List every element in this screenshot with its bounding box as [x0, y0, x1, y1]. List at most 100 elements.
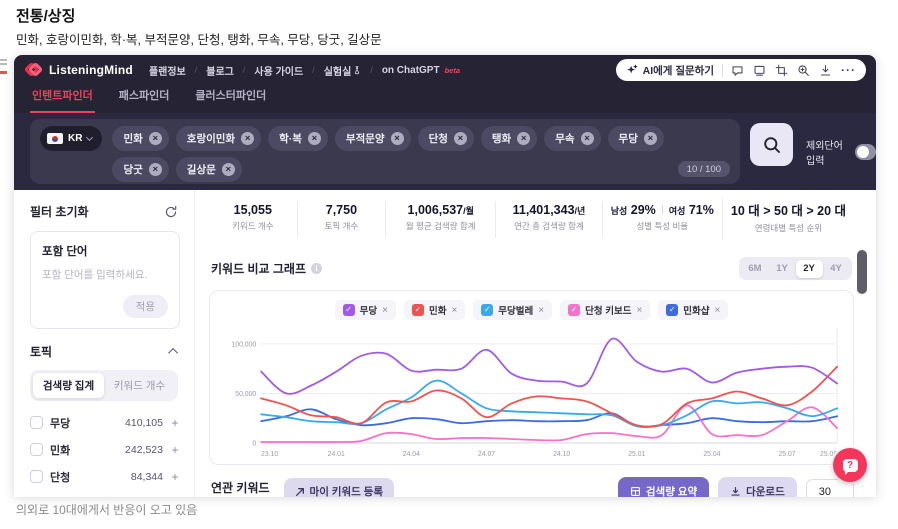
remove-keyword-icon[interactable]: × [307, 132, 321, 145]
nav-item-4[interactable]: on ChatGPT beta [381, 64, 461, 76]
topic-checkbox[interactable] [30, 416, 43, 429]
range-button-4y[interactable]: 4Y [830, 263, 842, 274]
keyword-chip[interactable]: 단청 × [417, 126, 474, 151]
keyword-chip[interactable]: 호랑이민화 × [175, 126, 262, 151]
brand-logo[interactable]: ListeningMind [23, 61, 133, 78]
remove-keyword-icon[interactable]: × [580, 132, 594, 145]
legend-checkbox-icon: ✓ [481, 304, 494, 316]
refresh-icon[interactable] [164, 205, 178, 219]
apply-button[interactable]: 적용 [122, 295, 168, 318]
chat-icon[interactable] [731, 64, 744, 77]
register-my-keyword-button[interactable]: 마이 키워드 등록 [283, 478, 395, 497]
keyword-chip[interactable]: 탱화 × [480, 126, 538, 151]
download-button[interactable]: 다운로드 [718, 477, 797, 497]
include-words-input[interactable] [42, 269, 168, 281]
kr-flag-icon [47, 133, 63, 144]
nav-item-3[interactable]: 실험실 [324, 63, 362, 78]
range-button-2y[interactable]: 2Y [795, 259, 823, 278]
beta-badge: beta [444, 65, 461, 75]
topic-search-volume: 242,523 [125, 443, 163, 456]
keyword-chip[interactable]: 민화 × [112, 126, 169, 151]
keyword-chart[interactable]: 0 50,000 100,000 23.10 24.01 24.04 24.07 24.10 2… [218, 324, 845, 460]
zoom-in-icon[interactable] [797, 64, 810, 77]
search-zone: KR 민화 × 호랑이민화 × 학·복 × 부적문양 × 단청 × 탱화 × 무속 × 무당 × 당굿 × 길상문 ×… [14, 113, 876, 190]
tab-related-keywords[interactable]: 연관 키워드 [209, 479, 272, 498]
remove-keyword-icon[interactable]: × [517, 132, 531, 145]
legend-remove-icon[interactable]: × [714, 304, 721, 316]
add-topic-icon[interactable]: + [170, 497, 180, 498]
include-words-card: 포함 단어 적용 [30, 231, 180, 329]
topic-checkbox[interactable] [30, 470, 43, 483]
scrollbar-thumb[interactable] [857, 250, 867, 294]
remove-keyword-icon[interactable]: × [148, 163, 162, 176]
topic-row: 무당 410,105 + [30, 409, 180, 436]
spark-icon [626, 64, 637, 74]
exclude-words-control: 제외단어 입력 [806, 137, 876, 167]
legend-remove-icon[interactable]: × [538, 304, 545, 316]
range-button-6m[interactable]: 6M [748, 263, 762, 274]
tab-finder-0[interactable]: 인텐트파인더 [30, 87, 95, 113]
related-keywords-bar: 연관 키워드 마이 키워드 등록 검색량 요약 다운로드 [209, 477, 854, 497]
ask-ai-button[interactable]: AI에게 질문하기 [626, 63, 714, 78]
legend-chip[interactable]: ✓ 무당벌레 × [473, 300, 553, 320]
legend-remove-icon[interactable]: × [636, 304, 643, 316]
keyword-summary-text: 민화, 호랑이민화, 학·복, 부적문양, 단청, 탱화, 무속, 무당, 당굿… [16, 33, 382, 47]
stat-monthly-search: 1,006,537/월 월 평균 검색량 합계 [385, 200, 495, 238]
nav-item-1[interactable]: 블로그 [206, 66, 234, 78]
footer-note: 의외로 10대에게서 반응이 오고 있음 [16, 503, 198, 517]
listeningmind-app-window: ListeningMind 플랜정보 / 블로그 / 사용 가이드 / 실험실 / on Cha… [14, 55, 876, 497]
keyword-chip[interactable]: 학·복 × [268, 126, 328, 151]
tab-finder-2[interactable]: 클러스터파인더 [195, 90, 267, 102]
window-edge-artifact [0, 57, 7, 76]
help-button[interactable]: ? [833, 448, 867, 482]
topic-mode-tab-1[interactable]: 키워드 개수 [113, 380, 166, 392]
legend-remove-icon[interactable]: × [451, 304, 458, 316]
legend-remove-icon[interactable]: × [382, 304, 388, 316]
remove-keyword-icon[interactable]: × [241, 132, 255, 145]
search-button[interactable] [750, 123, 793, 166]
panel-icon[interactable] [753, 64, 766, 77]
remove-keyword-icon[interactable]: × [453, 132, 467, 145]
keyword-chip[interactable]: 부적문양 × [334, 126, 411, 151]
remove-keyword-icon[interactable]: × [390, 132, 404, 145]
legend-checkbox-icon: ✓ [568, 304, 581, 316]
chevron-up-icon[interactable] [168, 347, 179, 358]
download-icon[interactable] [819, 64, 832, 77]
keyword-search-box[interactable]: KR 민화 × 호랑이민화 × 학·복 × 부적문양 × 단청 × 탱화 × 무속 × 무당 × 당굿 × 길상문 ×… [30, 119, 740, 184]
tab-finder-1[interactable]: 패스파인더 [118, 90, 170, 102]
crop-icon[interactable] [775, 64, 788, 77]
nav-item-0[interactable]: 플랜정보 [148, 66, 186, 78]
search-volume-summary-button[interactable]: 검색량 요약 [617, 477, 710, 497]
page-size-select[interactable]: 30 [805, 478, 854, 497]
legend-chip[interactable]: ✓ 무당 × [334, 300, 396, 320]
exclude-words-toggle[interactable] [854, 144, 876, 160]
legend-chip[interactable]: ✓ 민화 × [403, 300, 466, 320]
topic-label: 무당벌레 [50, 496, 90, 498]
keyword-chip[interactable]: 무속 × [544, 126, 601, 151]
stat-yearly-search: 11,401,343/년 연간 총 검색량 합계 [495, 200, 601, 238]
range-button-1y[interactable]: 1Y [776, 263, 788, 274]
keyword-chip[interactable]: 무당 × [607, 126, 664, 151]
topic-checkbox[interactable] [30, 443, 43, 456]
add-topic-icon[interactable]: + [171, 442, 179, 457]
legend-chip[interactable]: ✓ 민화샵 × [658, 300, 729, 320]
topic-mode-tab-0[interactable]: 검색량 집계 [33, 373, 104, 398]
country-select[interactable]: KR [40, 126, 103, 151]
stat-topic-count: 7,750 토픽 개수 [296, 200, 386, 238]
nav-item-2[interactable]: 사용 가이드 [254, 66, 304, 78]
more-icon[interactable]: ··· [841, 63, 856, 77]
legend-chip[interactable]: ✓ 단청 키보드 × [560, 300, 651, 320]
svg-text:23.10: 23.10 [261, 451, 278, 458]
add-topic-icon[interactable]: + [171, 415, 179, 430]
legend-checkbox-icon: ✓ [342, 304, 355, 316]
keyword-chip[interactable]: 길상문 × [175, 157, 242, 182]
topic-label: 민화 [50, 444, 71, 457]
add-topic-icon[interactable]: + [171, 469, 179, 484]
keyword-chip-label: 학·복 [279, 133, 302, 145]
info-icon[interactable]: i [311, 263, 322, 274]
remove-keyword-icon[interactable]: × [221, 163, 235, 176]
svg-text:25.04: 25.04 [703, 451, 720, 458]
remove-keyword-icon[interactable]: × [148, 132, 162, 145]
keyword-chip[interactable]: 당굿 × [112, 157, 169, 182]
remove-keyword-icon[interactable]: × [643, 132, 657, 145]
